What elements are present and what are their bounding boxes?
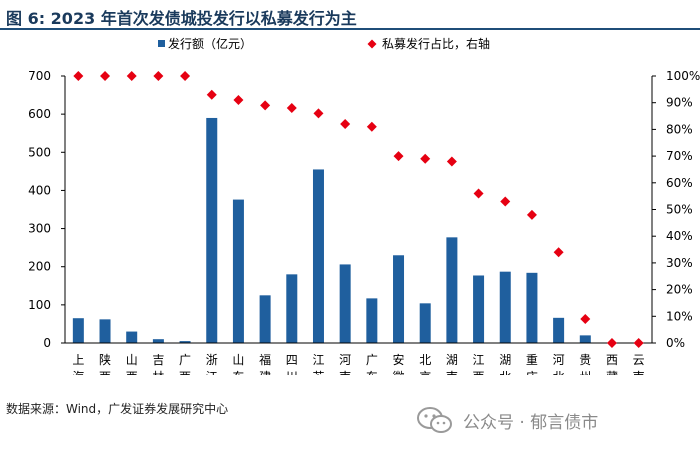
right-tick-label: 30%	[666, 256, 693, 270]
ratio-marker	[633, 338, 644, 348]
bar	[179, 341, 191, 343]
bar	[473, 275, 485, 343]
category-label: 山东	[232, 353, 244, 375]
category-label: 河南	[339, 353, 351, 375]
bar	[259, 295, 271, 343]
left-tick-label: 400	[28, 183, 51, 197]
right-tick-label: 60%	[666, 176, 693, 190]
bar	[446, 237, 458, 343]
bar	[499, 271, 511, 343]
bar	[206, 117, 218, 343]
left-tick-label: 200	[28, 260, 51, 274]
ratio-marker	[526, 209, 537, 220]
right-tick-label: 20%	[666, 283, 693, 297]
ratio-marker	[606, 338, 617, 348]
ratio-marker	[446, 156, 457, 167]
ratio-marker	[126, 71, 137, 81]
category-label: 江西	[473, 353, 485, 375]
source-note: 数据来源：Wind，广发证券发展研究中心	[6, 402, 229, 416]
category-label: 广西	[179, 353, 191, 375]
ratio-marker	[206, 89, 217, 100]
ratio-marker	[180, 71, 191, 81]
left-tick-label: 700	[28, 69, 51, 83]
legend-marker-label: 私募发行占比，右轴	[382, 36, 490, 51]
bar	[72, 318, 84, 343]
ratio-marker	[100, 71, 111, 81]
left-tick-label: 600	[28, 107, 51, 121]
ratio-marker	[313, 108, 324, 119]
category-label: 广东	[366, 353, 378, 375]
figure-title: 图 6: 2023 年首次发债城投发行以私募发行为主	[6, 9, 357, 28]
bar	[312, 169, 324, 343]
bar	[152, 339, 164, 343]
category-label: 吉林	[152, 353, 164, 375]
ratio-marker	[260, 100, 271, 111]
watermark: 公众号 · 郁言债市	[415, 405, 598, 435]
category-label: 西藏	[606, 353, 618, 375]
legend-marker-swatch	[367, 39, 377, 49]
category-label: 北京	[419, 353, 431, 375]
left-tick-label: 500	[28, 145, 51, 159]
ratio-marker	[233, 95, 244, 106]
chart: 发行额（亿元） 私募发行占比，右轴 0 100 200 300 400 500 600 700 0%…	[28, 36, 700, 375]
ratio-marker	[340, 119, 351, 130]
ratio-marker	[73, 71, 84, 81]
category-label: 浙江	[206, 353, 218, 375]
bar	[553, 317, 565, 343]
left-tick-label: 300	[28, 222, 51, 236]
category-label: 贵州	[579, 353, 591, 375]
bar	[526, 272, 538, 343]
bar	[126, 331, 138, 343]
ratio-marker	[393, 151, 404, 162]
ratio-marker	[500, 196, 511, 207]
right-tick-label: 70%	[666, 149, 693, 163]
ratio-marker	[366, 121, 377, 132]
category-label: 重庆	[526, 353, 538, 375]
bar	[286, 274, 298, 343]
left-tick-label: 0	[43, 336, 51, 350]
right-tick-label: 40%	[666, 229, 693, 243]
category-label: 上海	[72, 353, 84, 375]
bar	[232, 199, 244, 343]
category-label: 陕西	[99, 352, 111, 375]
category-label: 湖北	[499, 352, 511, 375]
right-tick-label: 80%	[666, 122, 693, 136]
category-label: 四川	[286, 353, 298, 375]
category-label: 安徽	[393, 352, 405, 375]
ratio-marker	[473, 188, 484, 199]
ratio-marker	[553, 247, 564, 258]
category-label: 江苏	[312, 353, 324, 375]
figure-header: 图 6: 2023 年首次发债城投发行以私募发行为主	[0, 0, 700, 30]
ratio-marker	[420, 153, 431, 164]
right-tick-label: 10%	[666, 309, 693, 323]
legend-bar-swatch	[158, 40, 165, 47]
left-tick-label: 100	[28, 298, 51, 312]
wechat-icon	[417, 407, 452, 433]
ratio-marker	[153, 71, 164, 81]
right-tick-label: 100%	[666, 69, 700, 83]
ratio-marker	[286, 103, 297, 114]
right-tick-label: 0%	[666, 336, 685, 350]
bar	[393, 255, 405, 343]
bar	[579, 335, 591, 343]
category-label: 河北	[553, 353, 565, 375]
bar	[419, 303, 431, 343]
legend-bar-label: 发行额（亿元）	[168, 36, 252, 51]
ratio-marker	[580, 313, 591, 324]
bar	[339, 264, 351, 343]
watermark-text: 公众号 · 郁言债市	[463, 412, 599, 433]
category-label: 山西	[126, 353, 138, 375]
right-tick-label: 90%	[666, 96, 693, 110]
right-tick-label: 50%	[666, 203, 693, 217]
bar	[99, 319, 111, 343]
category-label: 福建	[259, 352, 271, 375]
bar	[366, 298, 378, 343]
category-label: 云南	[633, 353, 645, 375]
category-label: 湖南	[446, 352, 458, 375]
